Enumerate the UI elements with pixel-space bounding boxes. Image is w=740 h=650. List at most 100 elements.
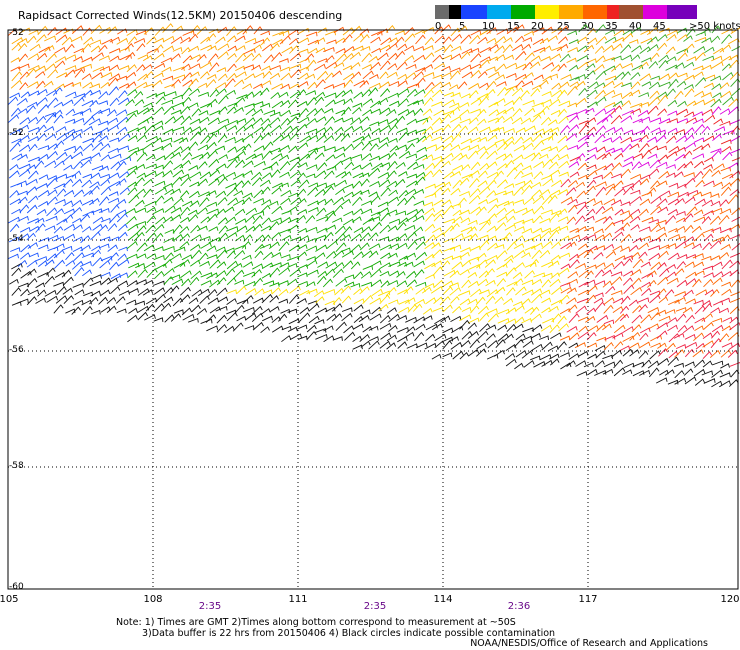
- wind-barb: [99, 207, 110, 214]
- legend-swatch-1: [449, 5, 461, 19]
- wind-barb: [9, 189, 20, 198]
- wind-barb: [297, 209, 308, 215]
- wind-barb: [71, 133, 82, 141]
- wind-barb: [332, 296, 342, 305]
- wind-barb: [91, 309, 101, 315]
- wind-barb: [612, 306, 624, 313]
- wind-barb: [443, 246, 456, 252]
- wind-barb: [127, 314, 138, 323]
- wind-barb: [142, 64, 153, 71]
- wind-barb: [117, 253, 127, 261]
- wind-barb: [224, 247, 235, 253]
- wind-barb: [225, 232, 238, 240]
- wind-barb: [414, 176, 426, 186]
- wind-barb: [298, 27, 310, 34]
- wind-barb: [415, 323, 426, 331]
- wind-barb: [396, 61, 408, 71]
- wind-barb: [297, 251, 308, 259]
- wind-barb: [262, 172, 273, 179]
- wind-barb: [26, 260, 38, 268]
- wind-barb: [325, 261, 338, 269]
- wind-barb: [495, 115, 505, 124]
- wind-barb: [512, 96, 523, 105]
- wind-barb: [70, 206, 83, 216]
- wind-barb: [98, 243, 110, 249]
- wind-barb: [406, 343, 418, 349]
- wind-barb: [107, 244, 118, 252]
- wind-barb: [593, 245, 606, 251]
- wind-barb: [603, 198, 616, 205]
- wind-barb: [558, 252, 571, 259]
- wind-barb: [719, 199, 729, 207]
- wind-barb: [180, 216, 190, 224]
- wind-barb: [63, 214, 74, 223]
- wind-barb: [153, 72, 164, 79]
- wind-barb: [566, 325, 578, 333]
- wind-barb: [603, 319, 615, 325]
- wind-barb: [604, 102, 616, 108]
- wind-barb: [731, 148, 740, 154]
- wind-barb: [82, 81, 93, 89]
- wind-barb: [253, 145, 265, 152]
- wind-barb: [118, 170, 130, 179]
- wind-barb: [668, 299, 680, 306]
- wind-barb: [623, 129, 634, 135]
- wind-barb: [649, 117, 662, 123]
- wind-barb: [404, 33, 416, 43]
- wind-barb: [335, 278, 348, 287]
- wind-barb: [511, 117, 523, 125]
- wind-barb: [449, 270, 460, 278]
- wind-barb: [180, 206, 191, 216]
- wind-barb: [322, 126, 334, 135]
- wind-barb: [547, 119, 558, 126]
- wind-barb: [343, 72, 355, 81]
- wind-barb: [603, 89, 616, 97]
- wind-barb: [404, 297, 416, 304]
- wind-barb: [592, 200, 603, 206]
- wind-barb: [361, 88, 372, 98]
- wind-barb: [360, 178, 370, 187]
- wind-barb: [460, 247, 471, 253]
- wind-barb: [278, 241, 290, 252]
- wind-barb: [675, 307, 687, 312]
- wind-barb: [620, 295, 631, 305]
- wind-barb: [531, 233, 542, 240]
- wind-barb: [154, 195, 165, 204]
- wind-barb: [649, 52, 660, 61]
- wind-barb: [378, 290, 391, 297]
- wind-barb: [502, 258, 514, 268]
- wind-barb: [404, 188, 417, 197]
- wind-barb: [353, 271, 364, 280]
- legend-swatch-0: [435, 5, 449, 19]
- wind-barb: [317, 27, 328, 34]
- wind-barb: [442, 255, 454, 261]
- wind-barb: [215, 305, 228, 312]
- wind-barb: [496, 28, 509, 35]
- wind-barb: [560, 352, 570, 358]
- wind-barb: [658, 348, 669, 357]
- wind-barb: [460, 64, 472, 71]
- wind-barb: [280, 109, 292, 117]
- wind-barb: [82, 143, 94, 152]
- wind-barb: [226, 187, 238, 197]
- wind-barb: [407, 240, 418, 250]
- wind-barb: [649, 294, 661, 304]
- wind-barb: [521, 208, 535, 216]
- wind-barb: [370, 268, 382, 278]
- wind-barb: [146, 268, 158, 278]
- wind-barb: [136, 242, 148, 252]
- wind-barb: [693, 216, 706, 223]
- wind-barb: [38, 174, 49, 180]
- wind-barb: [656, 330, 668, 339]
- wind-barb: [37, 145, 50, 150]
- wind-barb: [172, 46, 183, 52]
- wind-barb: [721, 28, 733, 35]
- wind-barb: [613, 367, 626, 377]
- wind-barb: [657, 33, 668, 42]
- wind-barb: [134, 300, 146, 306]
- wind-barb: [298, 153, 311, 162]
- wind-barb: [306, 107, 318, 117]
- wind-barb: [341, 106, 352, 116]
- wind-barb: [468, 194, 481, 205]
- wind-barb: [668, 72, 679, 81]
